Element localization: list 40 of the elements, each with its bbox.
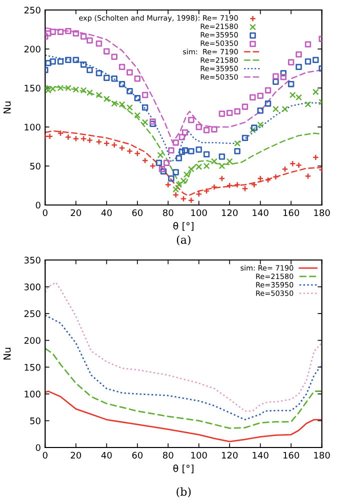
- x-tick-label: 0: [42, 209, 48, 216]
- y-tick-label: 100: [24, 124, 40, 131]
- y-tick-label: 300: [24, 284, 40, 290]
- x-tick-label: 180: [314, 209, 330, 216]
- y-axis-title: Nu: [4, 348, 11, 360]
- x-tick-label: 120: [222, 209, 238, 216]
- y-tick-label: 0: [36, 444, 40, 452]
- y-axis-title: Nu: [4, 102, 11, 114]
- x-tick-label: 0: [42, 452, 48, 459]
- y-tick-label: 50: [30, 162, 40, 170]
- y-tick-label: 250: [24, 6, 40, 14]
- x-tick-label: 140: [252, 209, 268, 216]
- text: (b): [176, 487, 191, 498]
- x-tick-label: 20: [70, 209, 82, 216]
- x-tick-label: 80: [162, 452, 174, 459]
- x-tick-label: 180: [314, 452, 330, 459]
- y-tick-label: 150: [24, 364, 40, 371]
- x-tick-label: 40: [101, 452, 112, 459]
- y-tick-label: 100: [24, 390, 40, 398]
- x-tick-label: 100: [191, 452, 207, 459]
- x-axis-title: θ [°]: [173, 464, 194, 474]
- y-tick-label: 250: [24, 310, 40, 318]
- y-tick-label: 0: [36, 202, 40, 209]
- x-tick-label: 20: [70, 452, 82, 459]
- y-tick-label: 200: [24, 46, 40, 53]
- x-tick-label: 60: [132, 452, 143, 459]
- x-tick-label: 120: [222, 452, 238, 459]
- text: (a): [176, 235, 190, 246]
- x-tick-label: 140: [252, 452, 268, 459]
- y-tick-label: 200: [24, 337, 40, 344]
- x-tick-label: 160: [283, 452, 300, 459]
- y-tick-label: 150: [24, 84, 40, 92]
- y-tick-label: 350: [24, 256, 40, 264]
- x-tick-label: 60: [132, 209, 143, 216]
- x-axis-title: θ [°]: [173, 222, 194, 231]
- x-tick-label: 40: [101, 209, 112, 216]
- x-tick-label: 80: [162, 209, 174, 216]
- x-tick-label: 160: [283, 209, 300, 216]
- x-tick-label: 100: [191, 209, 207, 216]
- y-tick-label: 50: [30, 417, 40, 424]
